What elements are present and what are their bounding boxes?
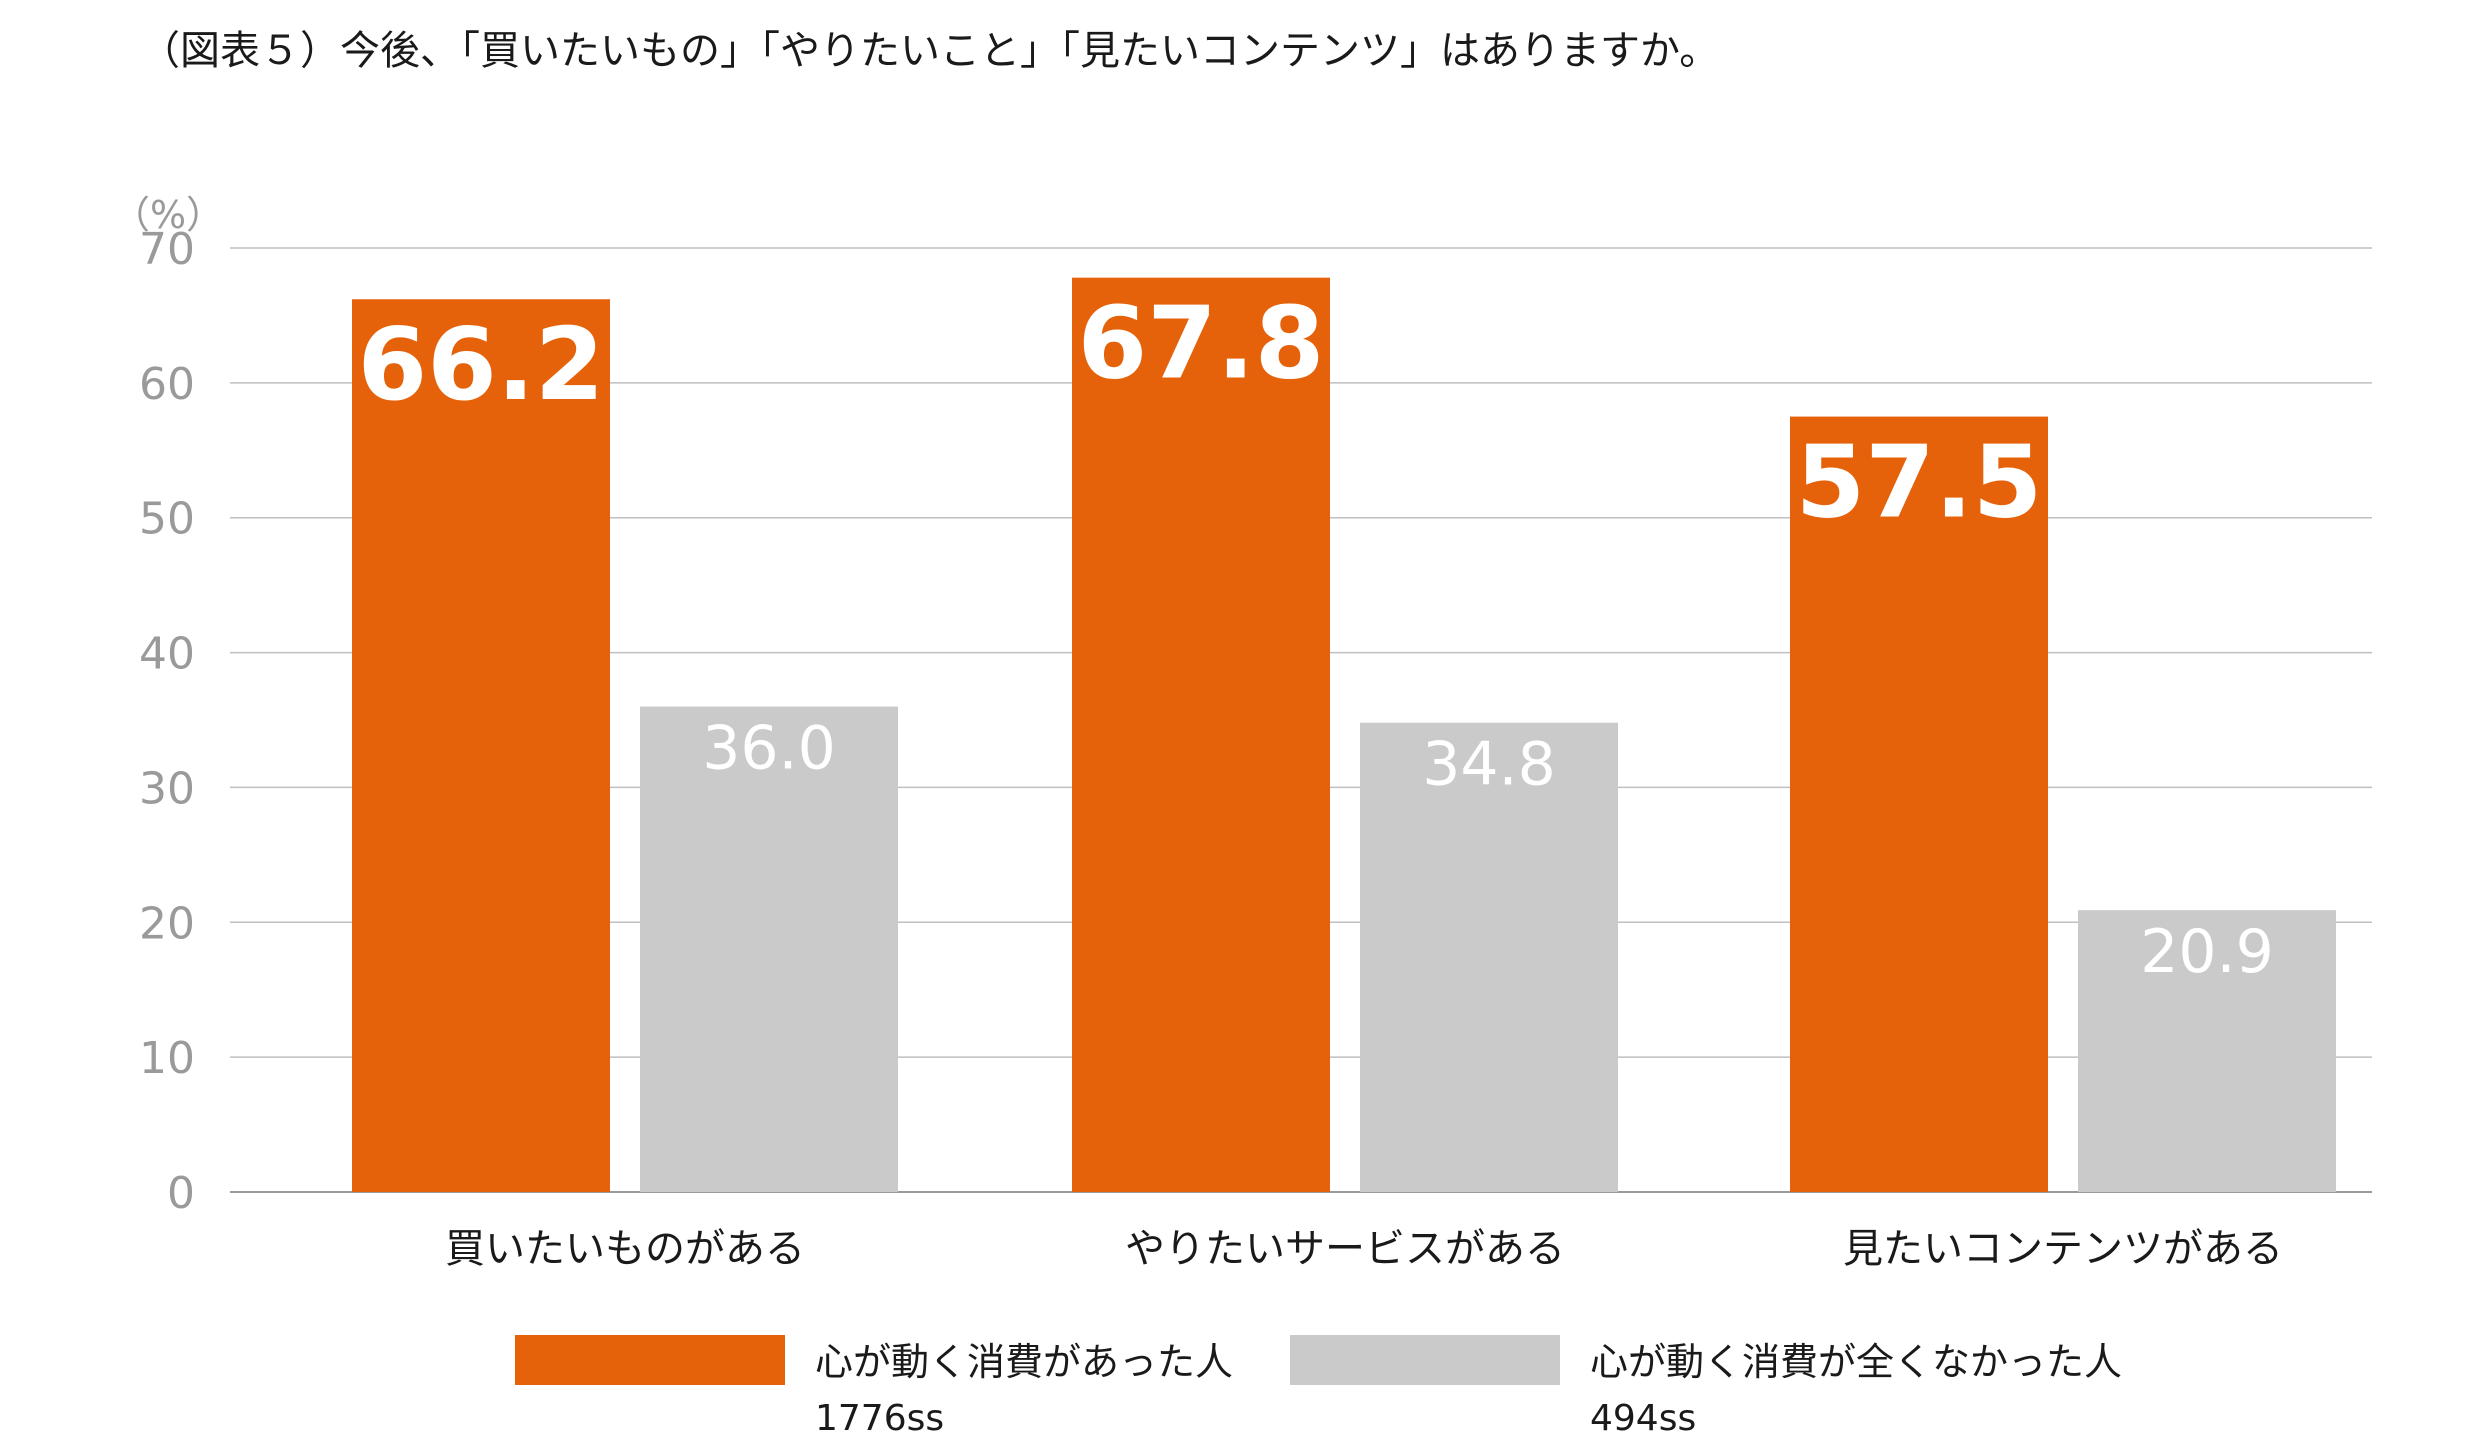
data-label-s2-c3: 20.9 (2140, 917, 2274, 987)
y-tick-label-3: 30 (139, 763, 195, 814)
bar-s2-c2 (1360, 722, 1618, 1192)
y-tick-label-1: 10 (139, 1033, 195, 1084)
data-label-s2-c1: 36.0 (702, 714, 836, 784)
legend-swatch-2 (1290, 1335, 1560, 1385)
legend-label-1: 心が動く消費があった人 (815, 1340, 1234, 1384)
chart-title: （図表５）今後、「買いたいもの」「やりたいこと」「見たいコンテンツ」はありますか… (140, 28, 1720, 74)
x-category-label-1: 買いたいものがある (445, 1226, 805, 1272)
y-tick-label-5: 50 (139, 494, 195, 545)
bar-s2-c1 (640, 706, 898, 1192)
y-tick-label-6: 60 (139, 359, 195, 410)
data-label-s1-c3: 57.5 (1796, 424, 2043, 541)
bar-s1-c1 (352, 299, 610, 1192)
data-label-s1-c2: 67.8 (1078, 285, 1325, 402)
y-axis-unit-label: （%） (112, 193, 224, 237)
legend-swatch-1 (515, 1335, 785, 1385)
bar-s2-c3 (2078, 910, 2336, 1192)
y-tick-label-0: 0 (167, 1168, 195, 1219)
bar-s1-c3 (1790, 416, 2048, 1193)
y-tick-label-2: 20 (139, 898, 195, 949)
data-label-s1-c1: 66.2 (358, 306, 605, 423)
legend-label-2: 心が動く消費が全くなかった人 (1590, 1340, 2123, 1384)
y-tick-label-7: 70 (139, 224, 195, 275)
bar-s1-c2 (1072, 277, 1330, 1192)
x-category-label-3: 見たいコンテンツがある (1843, 1226, 2283, 1272)
legend-sample-2: 494ss (1590, 1398, 1697, 1439)
data-label-s2-c2: 34.8 (1422, 730, 1556, 800)
x-category-label-2: やりたいサービスがある (1125, 1226, 1565, 1272)
y-tick-label-4: 40 (139, 629, 195, 680)
legend-sample-1: 1776ss (815, 1398, 945, 1439)
